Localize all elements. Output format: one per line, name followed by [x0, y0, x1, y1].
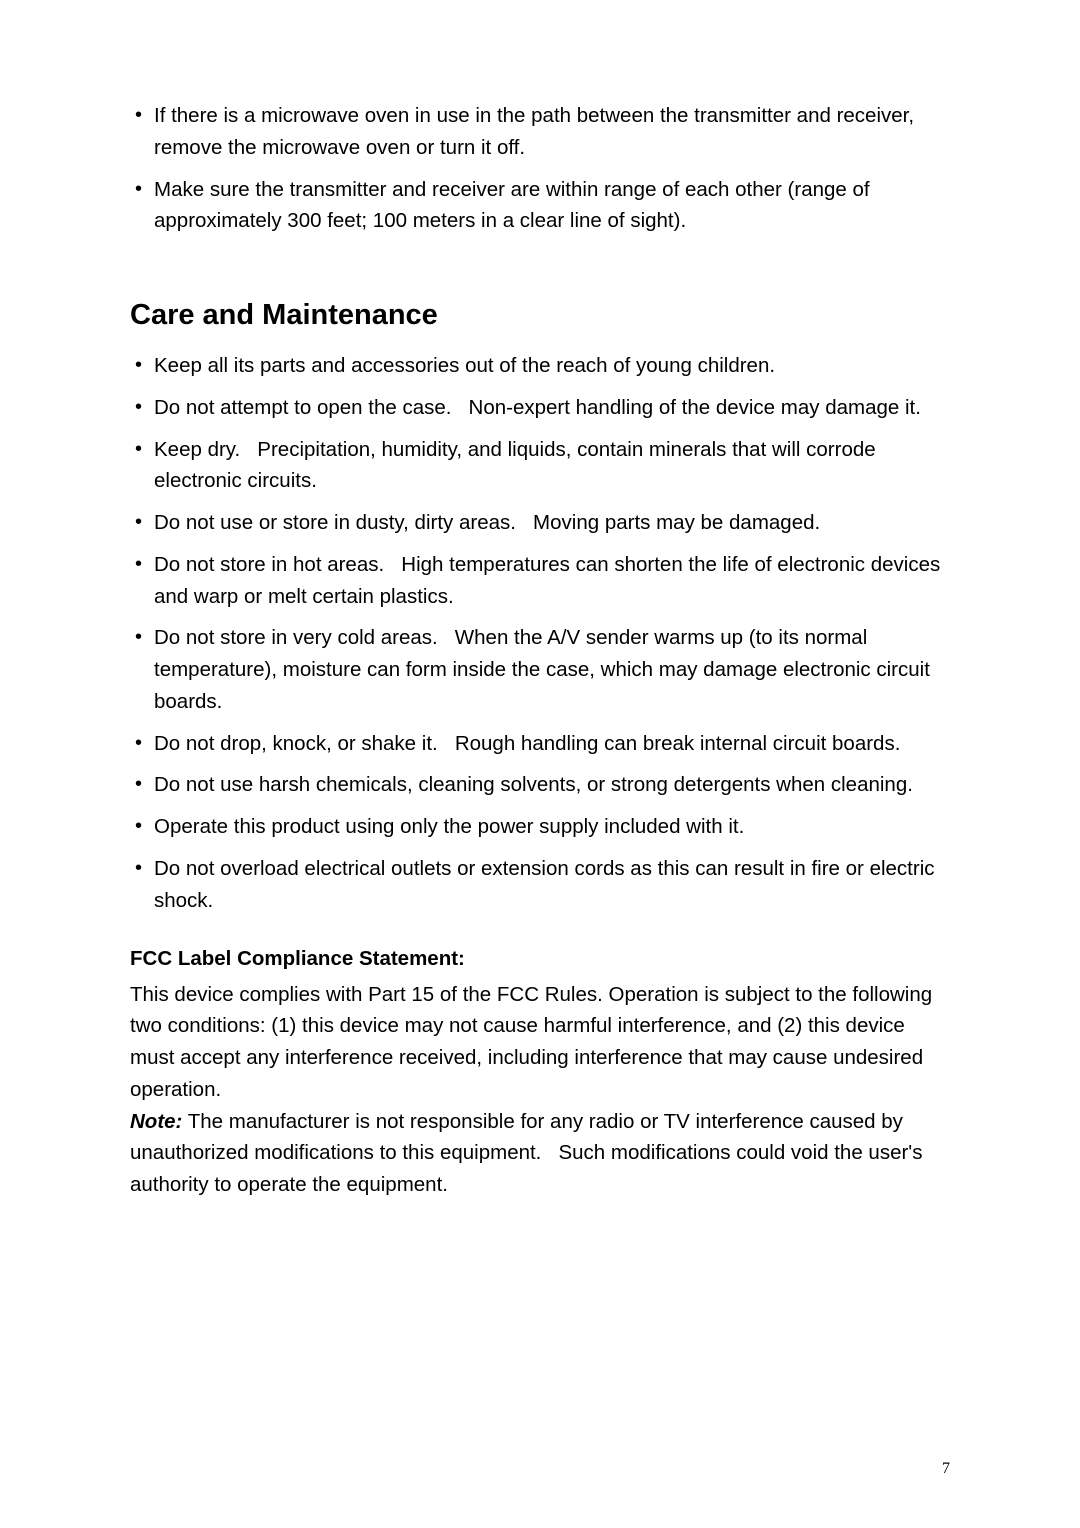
care-bullet-list: Keep all its parts and accessories out o… — [130, 350, 950, 916]
list-item: Do not use or store in dusty, dirty area… — [130, 507, 950, 539]
fcc-note: Note: The manufacturer is not responsibl… — [130, 1106, 950, 1201]
list-item: Make sure the transmitter and receiver a… — [130, 174, 950, 238]
note-label: Note: — [130, 1110, 182, 1133]
list-item: Keep dry. Precipitation, humidity, and l… — [130, 434, 950, 498]
page-number: 7 — [942, 1460, 950, 1478]
fcc-body: This device complies with Part 15 of the… — [130, 979, 950, 1106]
list-item: Do not use harsh chemicals, cleaning sol… — [130, 769, 950, 801]
list-item: Operate this product using only the powe… — [130, 811, 950, 843]
fcc-heading: FCC Label Compliance Statement: — [130, 947, 950, 971]
list-item: Do not store in hot areas. High temperat… — [130, 549, 950, 613]
intro-bullet-list: If there is a microwave oven in use in t… — [130, 100, 950, 237]
list-item: Do not attempt to open the case. Non-exp… — [130, 392, 950, 424]
list-item: If there is a microwave oven in use in t… — [130, 100, 950, 164]
list-item: Do not drop, knock, or shake it. Rough h… — [130, 728, 950, 760]
document-page: If there is a microwave oven in use in t… — [0, 0, 1080, 1528]
list-item: Do not overload electrical outlets or ex… — [130, 853, 950, 917]
section-heading: Care and Maintenance — [130, 299, 950, 332]
list-item: Keep all its parts and accessories out o… — [130, 350, 950, 382]
note-body: The manufacturer is not responsible for … — [130, 1110, 922, 1197]
list-item: Do not store in very cold areas. When th… — [130, 622, 950, 717]
